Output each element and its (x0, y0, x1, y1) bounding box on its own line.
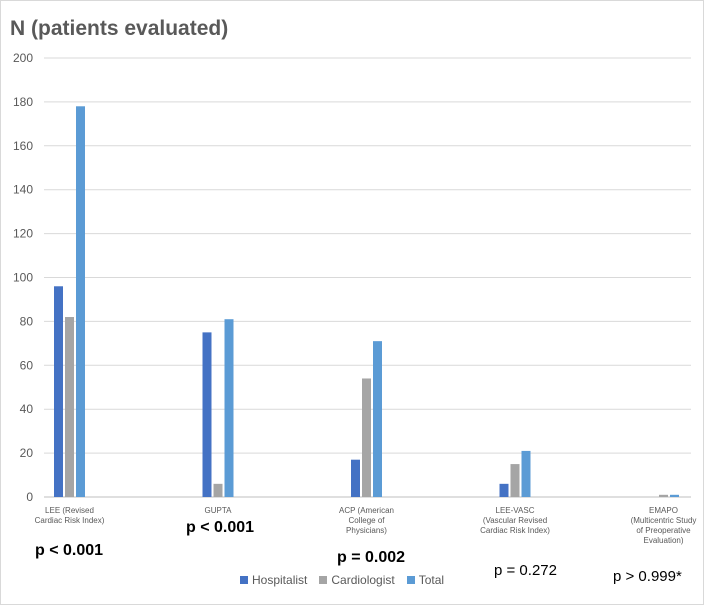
x-tick-label: LEE-VASC (Vascular Revised Cardiac Risk … (480, 506, 550, 535)
y-tick-label: 160 (13, 139, 33, 153)
legend-item-total: Total (406, 573, 445, 587)
bar-hospitalist (351, 459, 360, 497)
p-value-label: p > 0.999* (613, 568, 682, 585)
y-tick-label: 200 (13, 51, 33, 65)
x-tick-label: ACP (American College of Physicians) (339, 506, 394, 535)
bar-total (670, 494, 679, 497)
bar-cardiologist (65, 317, 74, 497)
y-tick-label: 180 (13, 95, 33, 109)
bar-cardiologist (362, 378, 371, 497)
p-value-label: p < 0.001 (186, 519, 255, 536)
bar-total (373, 341, 382, 497)
bar-hospitalist (499, 483, 509, 497)
y-tick-label: 0 (26, 490, 33, 504)
y-tick-label: 140 (13, 183, 33, 197)
bar-cardiologist (213, 483, 223, 497)
legend-item-hospitalist: Hospitalist (240, 573, 307, 587)
legend-item-cardiologist: Cardiologist (319, 573, 395, 587)
y-tick-label: 120 (13, 227, 33, 241)
y-tick-label: 100 (13, 271, 33, 285)
legend: Hospitalist Cardiologist Total (240, 573, 456, 587)
x-tick-label: LEE (Revised Cardiac Risk Index) (34, 506, 105, 525)
p-value-label: p = 0.002 (337, 549, 406, 566)
y-tick-label: 80 (20, 314, 34, 328)
bar-cardiologist (510, 464, 520, 497)
legend-swatch (406, 576, 415, 584)
legend-swatch (240, 576, 248, 584)
y-tick-label: 40 (20, 402, 34, 416)
bar-hospitalist (202, 332, 212, 497)
bar-total (76, 106, 85, 497)
x-tick-label: EMAPO (Multicentric Study of Preoperativ… (630, 506, 697, 545)
chart-title: N (patients evaluated) (10, 17, 229, 40)
legend-label: Total (418, 573, 445, 587)
bar-total (521, 450, 531, 497)
bar-cardiologist (659, 494, 668, 497)
p-value-label: p < 0.001 (35, 542, 104, 559)
bar-total (224, 319, 234, 497)
bar-hospitalist (54, 286, 63, 497)
x-tick-label: GUPTA (204, 506, 232, 515)
p-value-label: p = 0.272 (494, 562, 557, 579)
legend-label: Cardiologist (331, 573, 395, 587)
y-tick-label: 60 (20, 358, 34, 372)
y-tick-label: 20 (20, 446, 34, 460)
legend-swatch (319, 576, 328, 584)
legend-label: Hospitalist (252, 573, 308, 587)
